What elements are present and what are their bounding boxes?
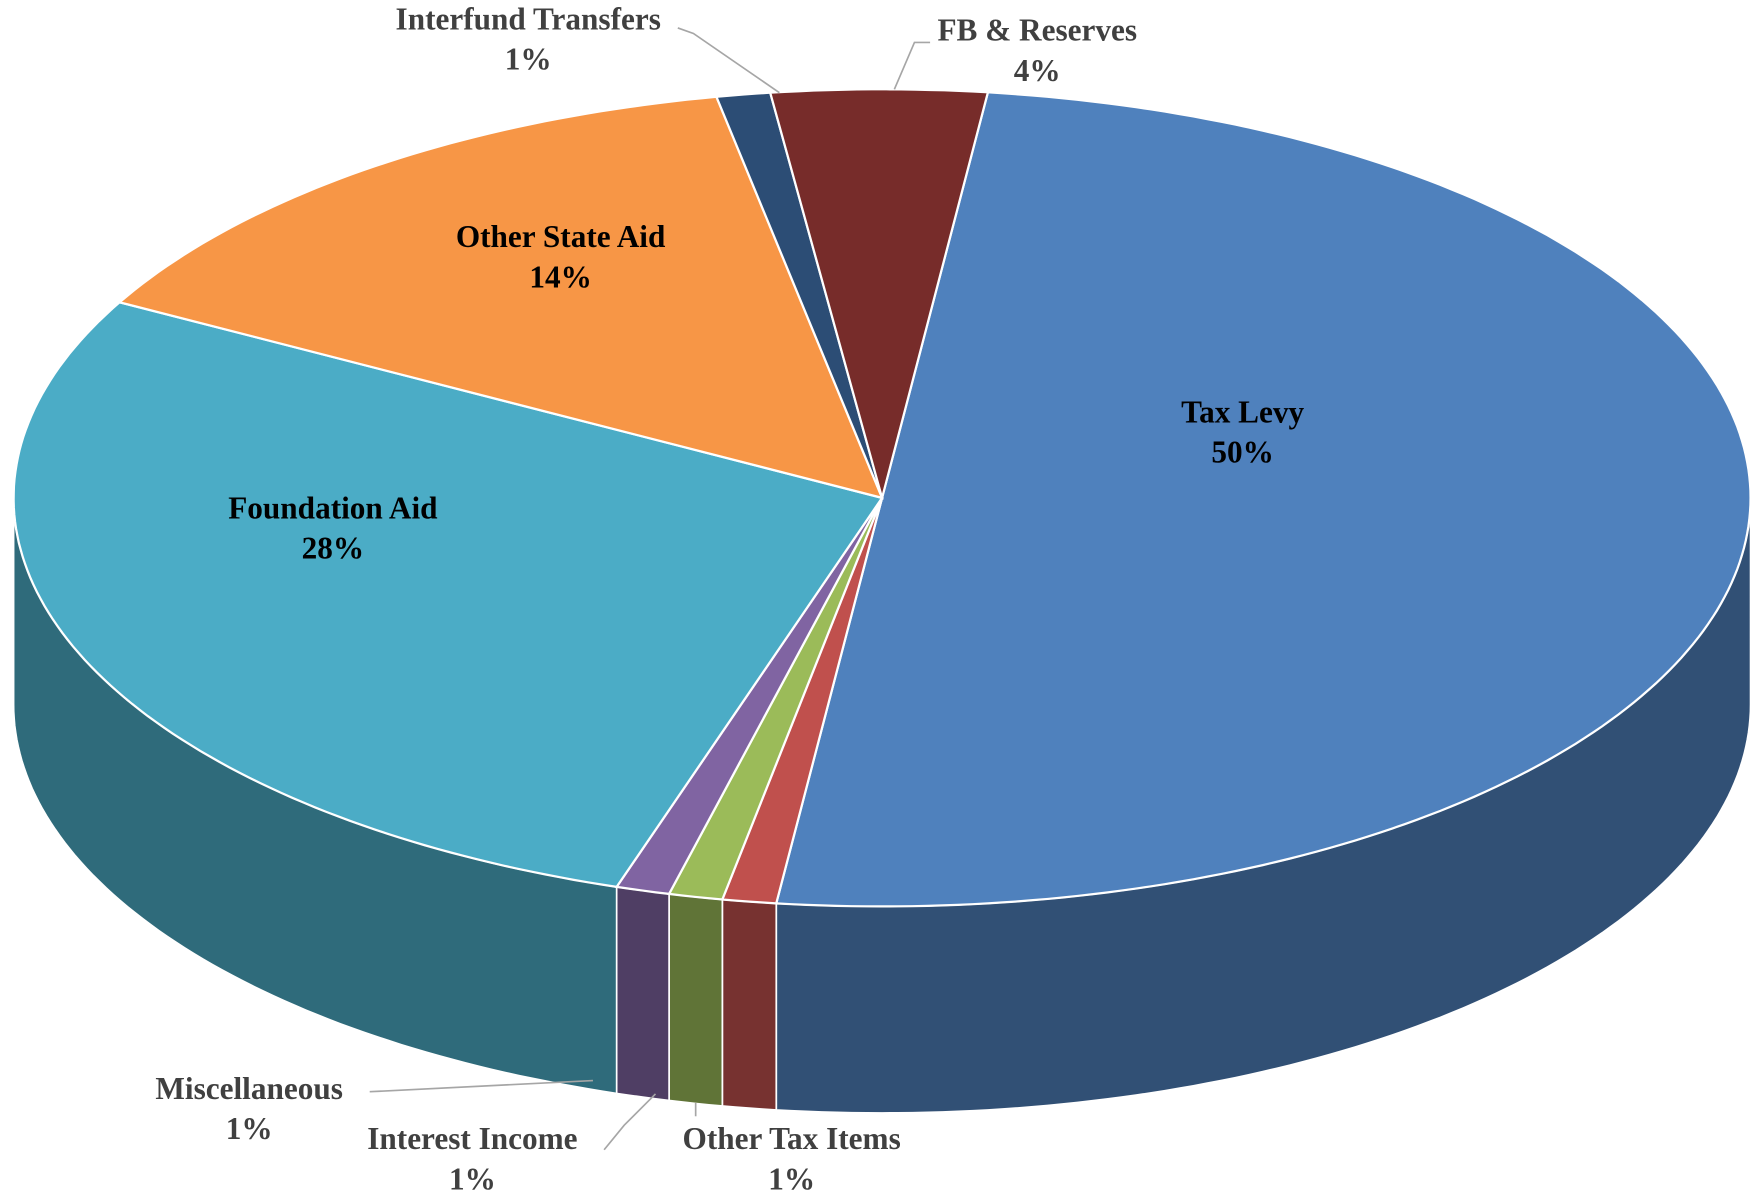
data-label-value: 1% (505, 42, 552, 77)
data-label-name: Interest Income (367, 1121, 577, 1156)
slice-side (615, 885, 670, 1102)
leader-line (893, 41, 931, 90)
data-label-name: Tax Levy (1181, 394, 1304, 429)
slice (117, 95, 884, 500)
slice (768, 88, 990, 503)
data-label-value: 50% (1211, 435, 1274, 470)
data-label-value: 4% (1014, 53, 1061, 88)
data-label-name: Other State Aid (456, 219, 666, 254)
data-label-value: 1% (226, 1111, 273, 1146)
leader-line (677, 27, 780, 94)
data-label-name: Miscellaneous (155, 1071, 342, 1106)
slice (774, 91, 1752, 908)
pie-tops (12, 88, 1752, 908)
leader-lines (369, 27, 931, 1151)
leader-line (603, 1093, 657, 1151)
slice-side (721, 898, 778, 1111)
labels: Tax Levy 50% Other Tax Items 1% Interest Inc… (155, 1, 1304, 1196)
data-label-value: 14% (529, 259, 591, 294)
data-label-value: 1% (449, 1161, 496, 1196)
data-label-name: FB & Reserves (937, 13, 1137, 48)
slice (12, 301, 884, 889)
data-label-value: 1% (768, 1161, 815, 1196)
data-label-value: 28% (302, 531, 365, 566)
leader-line (369, 1079, 594, 1093)
slice-side (668, 892, 724, 1107)
data-label-name: Other Tax Items (683, 1121, 901, 1156)
data-label-name: Foundation Aid (228, 490, 438, 525)
data-label-name: Interfund Transfers (396, 1, 661, 36)
